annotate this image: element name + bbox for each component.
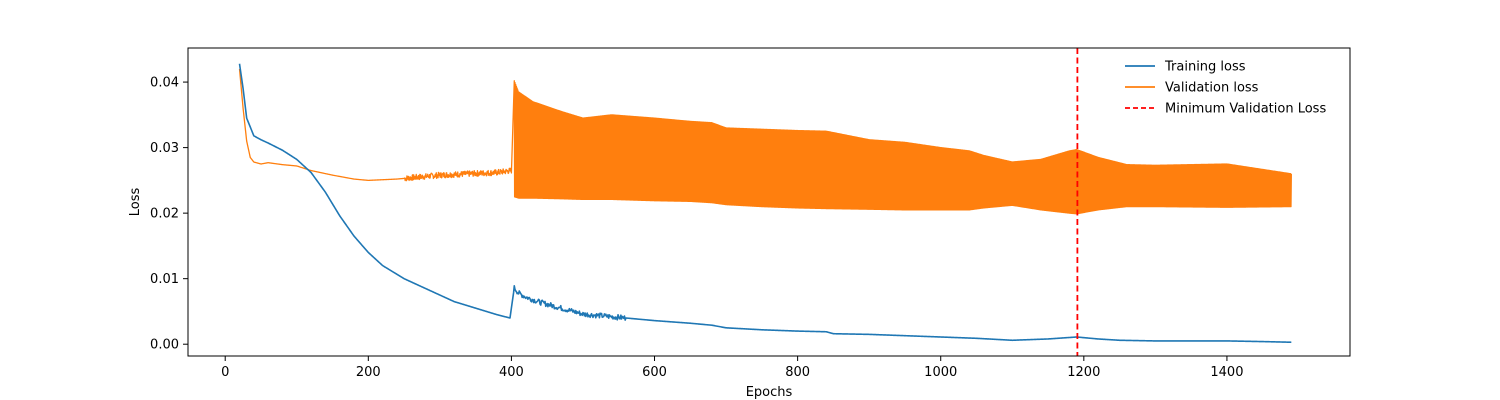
- y-tick-label: 0.04: [150, 76, 179, 91]
- legend-minimum-validation-loss-label: Minimum Validation Loss: [1165, 102, 1326, 117]
- plot-frame: [187, 47, 1351, 357]
- x-tick-label: 200: [356, 365, 381, 380]
- x-tick-label: 1400: [1210, 365, 1243, 380]
- legend-validation-label: Validation loss: [1165, 81, 1259, 96]
- y-tick-label: 0.01: [150, 272, 179, 287]
- legend-training-label: Training loss: [1164, 60, 1246, 75]
- x-tick-label: 600: [642, 365, 667, 380]
- legend-training: Training loss: [1125, 60, 1246, 75]
- legend: Training loss Validation loss Minimum Vali…: [1125, 60, 1326, 117]
- x-tick-label: 1200: [1067, 365, 1100, 380]
- legend-validation: Validation loss: [1125, 81, 1259, 96]
- x-tick-label: 800: [785, 365, 810, 380]
- y-tick-label: 0.00: [150, 338, 179, 353]
- y-tick-label: 0.03: [150, 141, 179, 156]
- axes: 0 200 400 600 800 1000 1200 1400 0.00 0.01 0.02 0.0…: [128, 47, 1351, 400]
- plot-area: [238, 48, 1292, 356]
- x-axis-title: Epochs: [746, 385, 793, 400]
- y-tick-label: 0.02: [150, 207, 179, 222]
- x-tick-label: 1000: [924, 365, 957, 380]
- training-loss-line: [238, 63, 1292, 344]
- x-tick-label: 400: [499, 365, 524, 380]
- legend-minimum-validation-loss: Minimum Validation Loss: [1125, 102, 1326, 117]
- validation-loss-line: [238, 68, 1292, 215]
- y-axis-title: Loss: [128, 188, 143, 217]
- x-tick-label: 0: [221, 365, 229, 380]
